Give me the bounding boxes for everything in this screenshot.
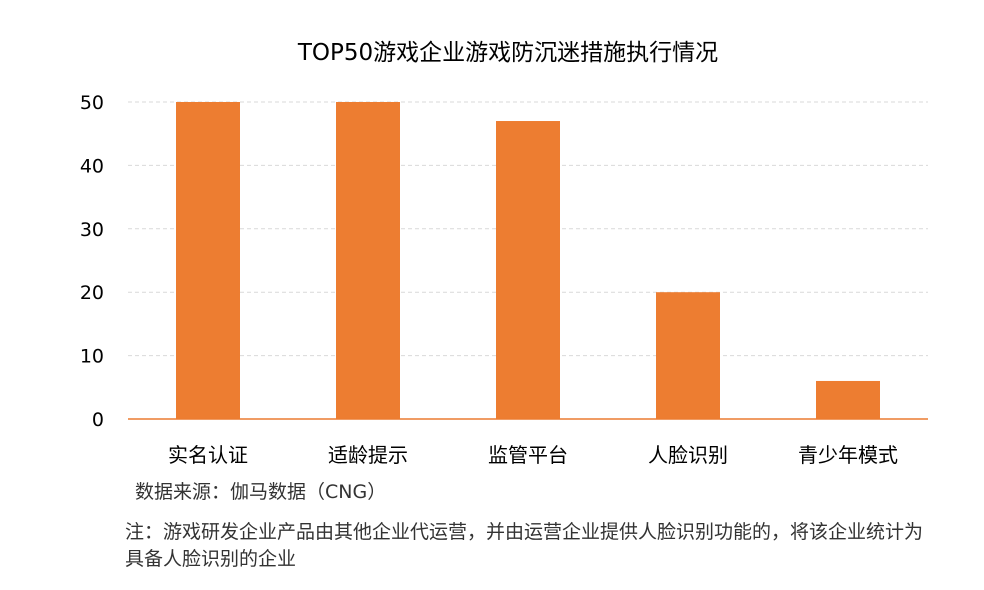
- bar-1: [176, 102, 240, 419]
- y-tick-label: 20: [80, 282, 104, 304]
- y-tick-label: 10: [80, 346, 104, 368]
- bar-5: [816, 380, 880, 419]
- footnote: 注：游戏研发企业产品由其他企业代运营，并由运营企业提供人脸识别功能的，将该企业统…: [125, 521, 924, 570]
- bar-2: [336, 102, 400, 419]
- x-category-label: 适龄提示: [328, 443, 408, 467]
- x-category-label: 监管平台: [488, 443, 568, 467]
- x-category-label: 人脸识别: [648, 443, 728, 467]
- data-source: 数据来源：伽马数据（CNG）: [135, 481, 387, 503]
- y-tick-label: 50: [80, 92, 104, 114]
- bars: [176, 102, 880, 420]
- y-axis-ticks: 0 10 20 30 40 50: [80, 92, 104, 431]
- x-axis-categories: 实名认证 适龄提示 监管平台 人脸识别 青少年模式: [168, 443, 898, 467]
- bar-3: [496, 121, 560, 420]
- bar-chart: TOP50游戏企业游戏防沉迷措施执行情况 0 10 20 30 40 50 实名认证 适龄提…: [80, 40, 928, 467]
- chart-title: TOP50游戏企业游戏防沉迷措施执行情况: [297, 40, 718, 66]
- y-tick-label: 40: [80, 155, 104, 177]
- bar-4: [656, 292, 720, 419]
- x-category-label: 实名认证: [168, 443, 248, 467]
- x-category-label: 青少年模式: [798, 443, 898, 467]
- y-tick-label: 30: [80, 219, 104, 241]
- y-tick-label: 0: [92, 409, 104, 431]
